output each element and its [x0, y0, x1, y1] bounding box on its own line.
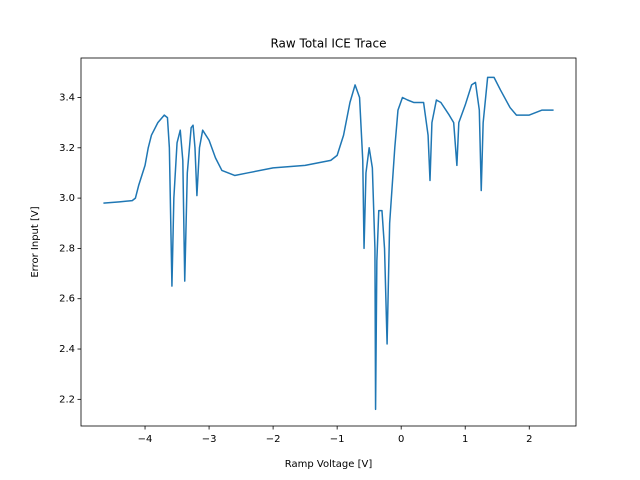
x-axis-label: Ramp Voltage [V]: [285, 459, 373, 470]
y-tick-label: 2.6: [59, 294, 75, 305]
y-tick-label: 2.4: [59, 344, 75, 355]
x-tick-label: −1: [330, 434, 345, 445]
plot-frame: [80, 57, 577, 427]
x-tick-label: −2: [266, 434, 281, 445]
data-line: [103, 76, 554, 411]
x-tick-label: −4: [138, 434, 153, 445]
x-tick-label: −3: [202, 434, 217, 445]
chart-title: Raw Total ICE Trace: [270, 37, 386, 51]
y-tick-label: 2.2: [59, 394, 75, 405]
y-axis-label: Error Input [V]: [30, 206, 41, 277]
y-tick-label: 3.0: [59, 193, 75, 204]
y-tick-label: 2.8: [59, 243, 75, 254]
x-tick-label: 2: [526, 434, 532, 445]
x-tick-label: 0: [398, 434, 404, 445]
x-tick-label: 1: [462, 434, 468, 445]
y-tick-label: 3.4: [59, 92, 75, 103]
y-tick-label: 3.2: [59, 143, 75, 154]
